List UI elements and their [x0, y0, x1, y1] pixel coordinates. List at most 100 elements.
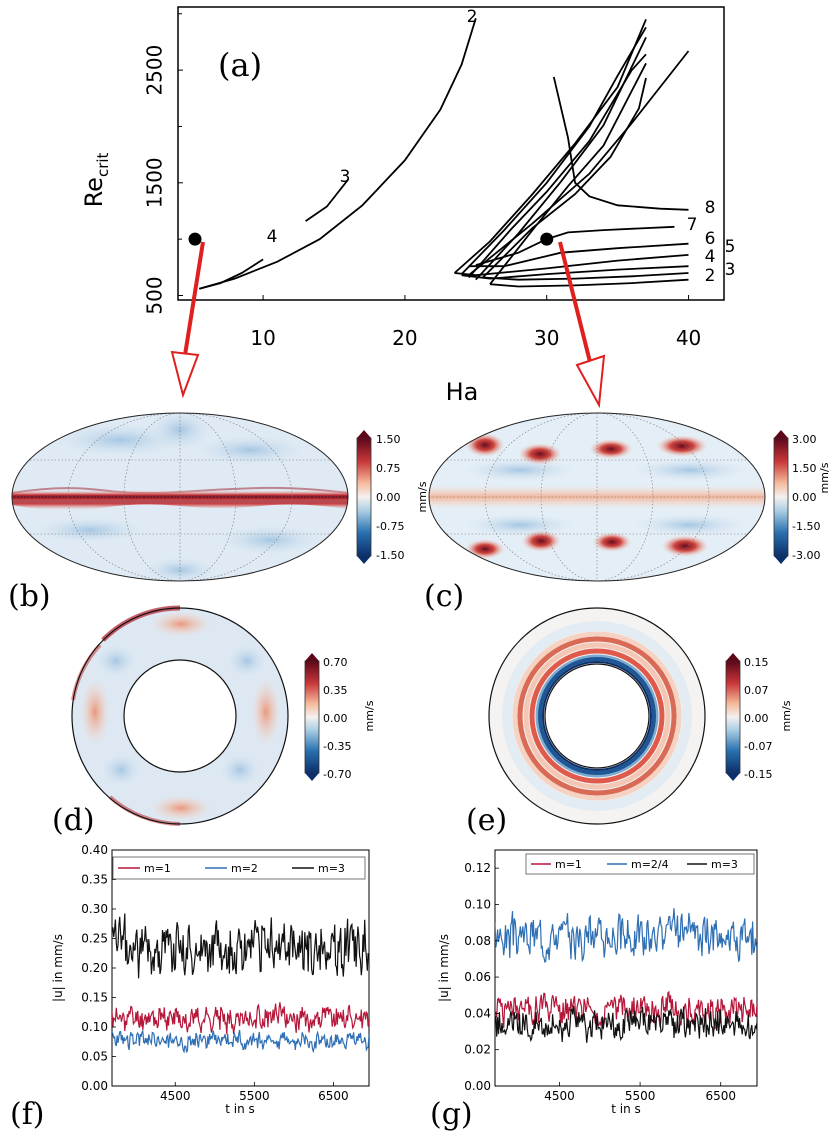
stability-curve — [453, 19, 647, 274]
colorbar-b-tick: 1.50 — [376, 433, 401, 446]
series-line — [112, 1002, 369, 1035]
y-tick-label: 0.40 — [81, 843, 108, 857]
colorbar-c-tick: 3.00 — [792, 433, 817, 446]
stability-curve — [489, 62, 647, 285]
stability-curve — [468, 50, 690, 276]
panel-f-ylabel: |u| in mm/s — [51, 934, 65, 1002]
y-tick-label: 0.15 — [81, 991, 108, 1005]
colorbar-e-tick: 0.15 — [744, 656, 769, 669]
curve-label: 5 — [725, 237, 736, 257]
panel-g-letter: (g) — [430, 1097, 473, 1132]
panel-g-ylabel: |u| in mm/s — [437, 934, 451, 1002]
y-tick-label: 0.06 — [464, 970, 491, 984]
panel-g-timeseries-chart: 4500 5500 6500 0.00 0.02 0.04 0.06 0.08 0.10 0.12… — [437, 849, 758, 1116]
y-tick-label: 0.35 — [81, 873, 108, 887]
colorbar-e-tick: 0.00 — [744, 712, 769, 725]
legend-label: m=1 — [144, 862, 171, 875]
legend-label: m=3 — [318, 862, 345, 875]
panel-a-curves — [188, 18, 690, 290]
panel-c-colorbar: 3.00 1.50 0.00 -1.50 -3.00 mm/s — [773, 430, 831, 564]
colorbar-e-tick: 0.07 — [744, 684, 769, 697]
colorbar-e-tick: -0.15 — [744, 768, 772, 781]
x-tick-label: 5500 — [625, 1089, 656, 1103]
colorbar-b-tick: 0.00 — [376, 491, 401, 504]
panel-g-legend: m=1 m=2/4 m=3 — [525, 853, 755, 875]
colorbar-c-tick: 0.00 — [792, 491, 817, 504]
curve-label: 4 — [705, 247, 716, 267]
stability-curve — [482, 272, 689, 281]
colorbar-d-tick: -0.35 — [323, 740, 351, 753]
colorbar-c-tick: 1.50 — [792, 462, 817, 475]
y-tick-label: 1500 — [143, 157, 167, 208]
panel-c-mollweide-map — [428, 412, 766, 582]
panel-a-axes-frame — [177, 6, 725, 301]
stability-curve — [199, 18, 477, 290]
legend-label: m=1 — [555, 858, 582, 871]
stability-curve — [305, 178, 349, 222]
legend-label: m=2/4 — [631, 858, 669, 871]
colorbar-d-tick: 0.00 — [323, 712, 348, 725]
curve-label: 8 — [705, 198, 716, 218]
panel-e-colorbar: 0.15 0.07 0.00 -0.07 -0.15 mm/s — [725, 653, 793, 781]
stability-curve — [461, 265, 689, 280]
arrow-to-panel-b — [170, 241, 205, 399]
series-line — [112, 1029, 369, 1054]
panel-f-axes-frame — [111, 849, 370, 1087]
colorbar-c-tick: -1.50 — [792, 520, 820, 533]
curve-label: 6 — [705, 229, 716, 249]
panel-b-mollweide-map — [11, 412, 349, 582]
series-line — [495, 908, 757, 963]
y-tick-label: 0.00 — [81, 1079, 108, 1093]
panel-c-letter: (c) — [424, 579, 464, 614]
colorbar-c-tick: -3.00 — [792, 549, 820, 562]
y-tick-label: 0.10 — [464, 897, 491, 911]
stability-curve — [475, 225, 675, 266]
x-tick-label: 5500 — [239, 1089, 270, 1103]
y-tick-label: 0.30 — [81, 902, 108, 916]
selected-point-marker — [540, 232, 554, 246]
x-tick-label: 20 — [392, 326, 417, 350]
stability-curve — [482, 77, 647, 279]
curve-label: 3 — [725, 260, 736, 280]
selected-point-marker — [188, 232, 202, 246]
panel-a-letter: (a) — [218, 46, 262, 84]
stability-curve — [475, 37, 647, 281]
y-tick-label: 0.12 — [464, 861, 491, 875]
y-tick-label: 0.02 — [464, 1043, 491, 1057]
colorbar-d-tick: -0.70 — [323, 768, 351, 781]
stability-curve — [468, 242, 689, 268]
y-tick-label: 0.00 — [464, 1079, 491, 1093]
panel-f-timeseries-chart: 4500 5500 6500 0.00 0.05 0.10 0.15 0.20 0.25 0.30… — [51, 843, 370, 1116]
stability-curve — [460, 26, 647, 275]
panel-b-colorbar: 1.50 0.75 0.00 -0.75 -1.50 mm/s — [356, 430, 429, 564]
y-tick-label: 0.05 — [81, 1050, 108, 1064]
panel-g-xlabel: t in s — [611, 1102, 641, 1116]
panel-f-xlabel: t in s — [225, 1102, 255, 1116]
colorbar-d-tick: 0.35 — [323, 684, 348, 697]
stability-curve — [552, 76, 689, 211]
curve-label: 2 — [467, 7, 478, 27]
y-tick-label: 0.25 — [81, 932, 108, 946]
x-tick-label: 30 — [534, 326, 559, 350]
colorbar-c-unit: mm/s — [818, 462, 831, 493]
panel-e-annulus-map — [488, 607, 706, 825]
panel-a-xlabel: Ha — [446, 378, 479, 406]
x-tick-label: 6500 — [705, 1089, 736, 1103]
colorbar-b-tick: -1.50 — [376, 549, 404, 562]
x-tick-label: 4500 — [544, 1089, 575, 1103]
colorbar-b-tick: -0.75 — [376, 520, 404, 533]
curve-label: 7 — [687, 215, 698, 235]
curve-label: 3 — [340, 167, 351, 187]
series-line — [112, 913, 369, 979]
x-tick-label: 4500 — [160, 1089, 191, 1103]
y-tick-label: 2500 — [143, 45, 167, 96]
panel-a-ticks: 10 20 30 40 500 1500 2500 — [143, 13, 701, 350]
stability-curve — [199, 258, 264, 290]
series-line — [495, 1005, 757, 1043]
panel-e-letter: (e) — [466, 803, 507, 838]
panel-f-legend: m=1 m=2 m=3 — [112, 856, 366, 880]
stability-curve — [489, 278, 689, 288]
x-tick-label: 40 — [676, 326, 701, 350]
panel-a-ylabel: Recrit — [80, 152, 112, 207]
